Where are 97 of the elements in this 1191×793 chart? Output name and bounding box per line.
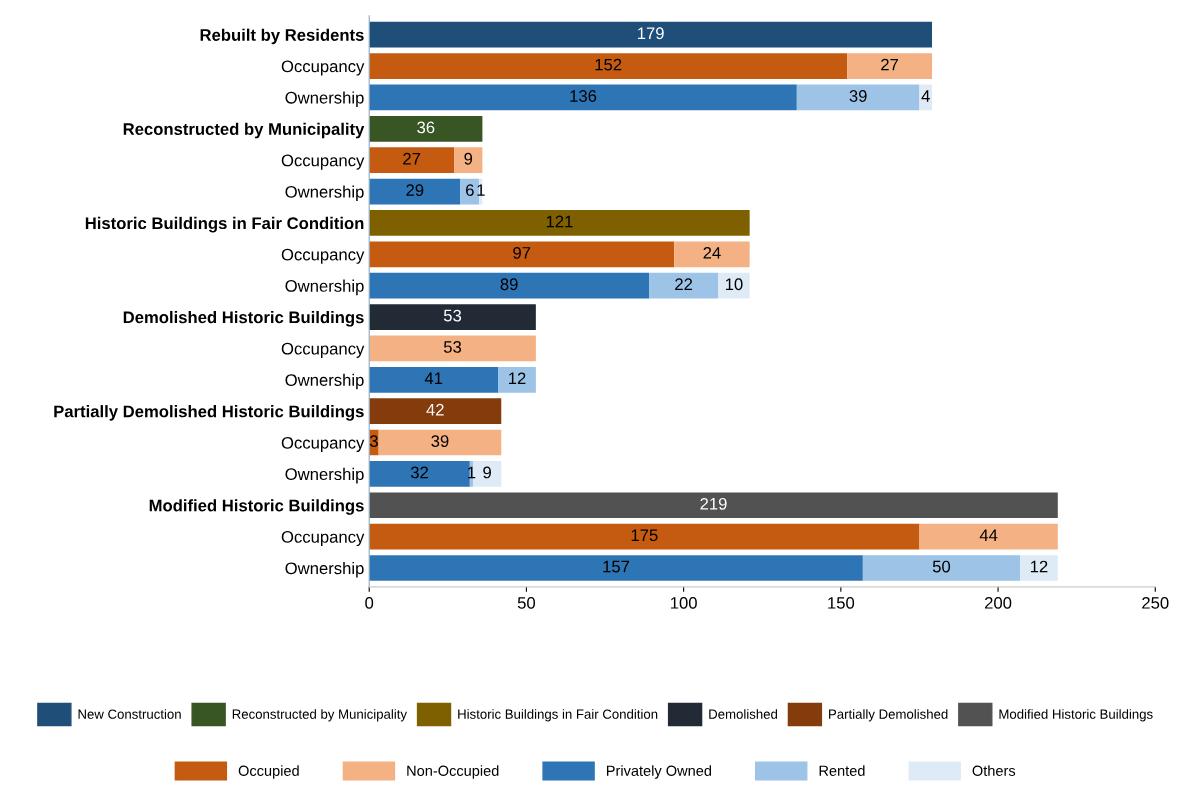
y-tick-label: Ownership <box>285 91 364 107</box>
data-label: 39 <box>431 435 449 447</box>
x-tick-label: 200 <box>984 596 1012 609</box>
y-tick-label: Reconstructed by Municipality <box>123 122 365 139</box>
bar <box>369 210 750 236</box>
y-tick-label: Occupancy <box>281 531 365 547</box>
legend-label: Demolished <box>709 709 778 719</box>
data-label: 9 <box>483 466 491 479</box>
data-label: 39 <box>849 90 867 102</box>
data-label: 36 <box>417 121 435 134</box>
data-label: 4 <box>921 90 930 102</box>
bar <box>369 53 848 79</box>
legend-label: Historic Buildings in Fair Condition <box>458 709 658 722</box>
bar <box>369 21 933 48</box>
legend-label: Privately Owned <box>606 765 712 779</box>
bar <box>369 147 455 174</box>
y-tick-label: Occupancy <box>281 154 365 170</box>
y-tick-label: Partially Demolished Historic Buildings <box>54 405 364 421</box>
data-label: 152 <box>595 58 622 71</box>
data-label: 22 <box>675 278 693 290</box>
y-tick-label: Occupancy <box>281 342 365 358</box>
bar <box>919 84 933 111</box>
data-label: 219 <box>700 497 727 510</box>
bar <box>369 555 863 581</box>
legend-label: Partially Demolished <box>829 709 948 722</box>
data-label: 6 <box>466 184 474 197</box>
y-tick-label: Demolished Historic Buildings <box>123 310 364 327</box>
y-tick-label: Occupancy <box>281 60 365 76</box>
bar <box>369 241 675 268</box>
data-label: 136 <box>570 90 597 102</box>
data-label: 50 <box>932 560 951 573</box>
data-label: 27 <box>881 58 899 71</box>
bar <box>369 115 483 142</box>
bar <box>1020 555 1058 581</box>
y-tick-label: Historic Buildings in Fair Condition <box>85 216 364 233</box>
y-tick-label: Ownership <box>285 185 364 202</box>
data-label: 29 <box>406 184 424 197</box>
data-label: 3 <box>369 435 378 447</box>
bar <box>454 147 483 174</box>
data-label: 44 <box>979 529 998 541</box>
y-tick-label: Occupancy <box>281 248 365 264</box>
legend-label: Others <box>972 765 1016 776</box>
x-tick-label: 50 <box>517 596 536 609</box>
data-label: 53 <box>443 341 462 353</box>
bar <box>369 304 536 330</box>
x-tick-label: 0 <box>365 596 374 609</box>
bar <box>369 398 502 424</box>
data-label: 175 <box>631 529 658 542</box>
data-label: 9 <box>464 152 473 165</box>
legend-label: Modified Historic Buildings <box>999 709 1153 722</box>
bar <box>369 178 461 205</box>
bar <box>369 272 650 299</box>
data-label: 1 <box>468 466 476 479</box>
y-tick-label: Ownership <box>285 467 364 484</box>
data-label: 12 <box>1030 560 1048 573</box>
bar <box>847 53 933 79</box>
legend-label: Rented <box>819 765 865 776</box>
bar <box>369 461 470 487</box>
data-label: 89 <box>500 278 518 291</box>
x-tick-label: 100 <box>671 596 697 609</box>
bar <box>369 84 797 111</box>
data-label: 27 <box>403 152 421 165</box>
y-tick-label: Rebuilt by Residents <box>200 28 364 45</box>
bar <box>369 335 536 362</box>
legend-label: Non-Occupied <box>407 765 499 779</box>
data-label: 32 <box>410 466 428 479</box>
x-tick-label: 250 <box>1142 596 1169 609</box>
bar <box>369 492 1058 519</box>
data-label: 157 <box>603 560 630 573</box>
data-label: 24 <box>703 246 721 259</box>
data-label: 1 <box>477 184 485 196</box>
bar <box>919 523 1058 550</box>
bar <box>369 523 920 550</box>
bar <box>674 241 750 268</box>
legend-label: Occupied <box>238 765 299 779</box>
y-tick-label: Occupancy <box>281 436 365 453</box>
bar <box>378 429 502 456</box>
bar <box>718 272 750 299</box>
data-label: 41 <box>424 372 443 385</box>
data-label: 97 <box>513 246 531 259</box>
bar <box>862 555 1021 581</box>
data-label: 53 <box>443 309 462 322</box>
data-label: 179 <box>637 27 664 40</box>
x-tick-label: 150 <box>828 596 855 609</box>
data-label: 121 <box>546 215 573 228</box>
bar <box>796 84 920 111</box>
data-label: 10 <box>725 278 743 291</box>
bar <box>498 366 536 393</box>
y-tick-label: Ownership <box>285 561 364 578</box>
y-tick-label: Ownership <box>285 279 364 296</box>
data-label: 42 <box>426 403 444 416</box>
data-label: 12 <box>508 372 526 385</box>
y-tick-label: Modified Historic Buildings <box>149 499 364 515</box>
bar <box>649 272 719 299</box>
y-tick-label: Ownership <box>285 373 364 390</box>
bar <box>369 366 499 393</box>
legend-label: New Construction <box>78 709 181 719</box>
